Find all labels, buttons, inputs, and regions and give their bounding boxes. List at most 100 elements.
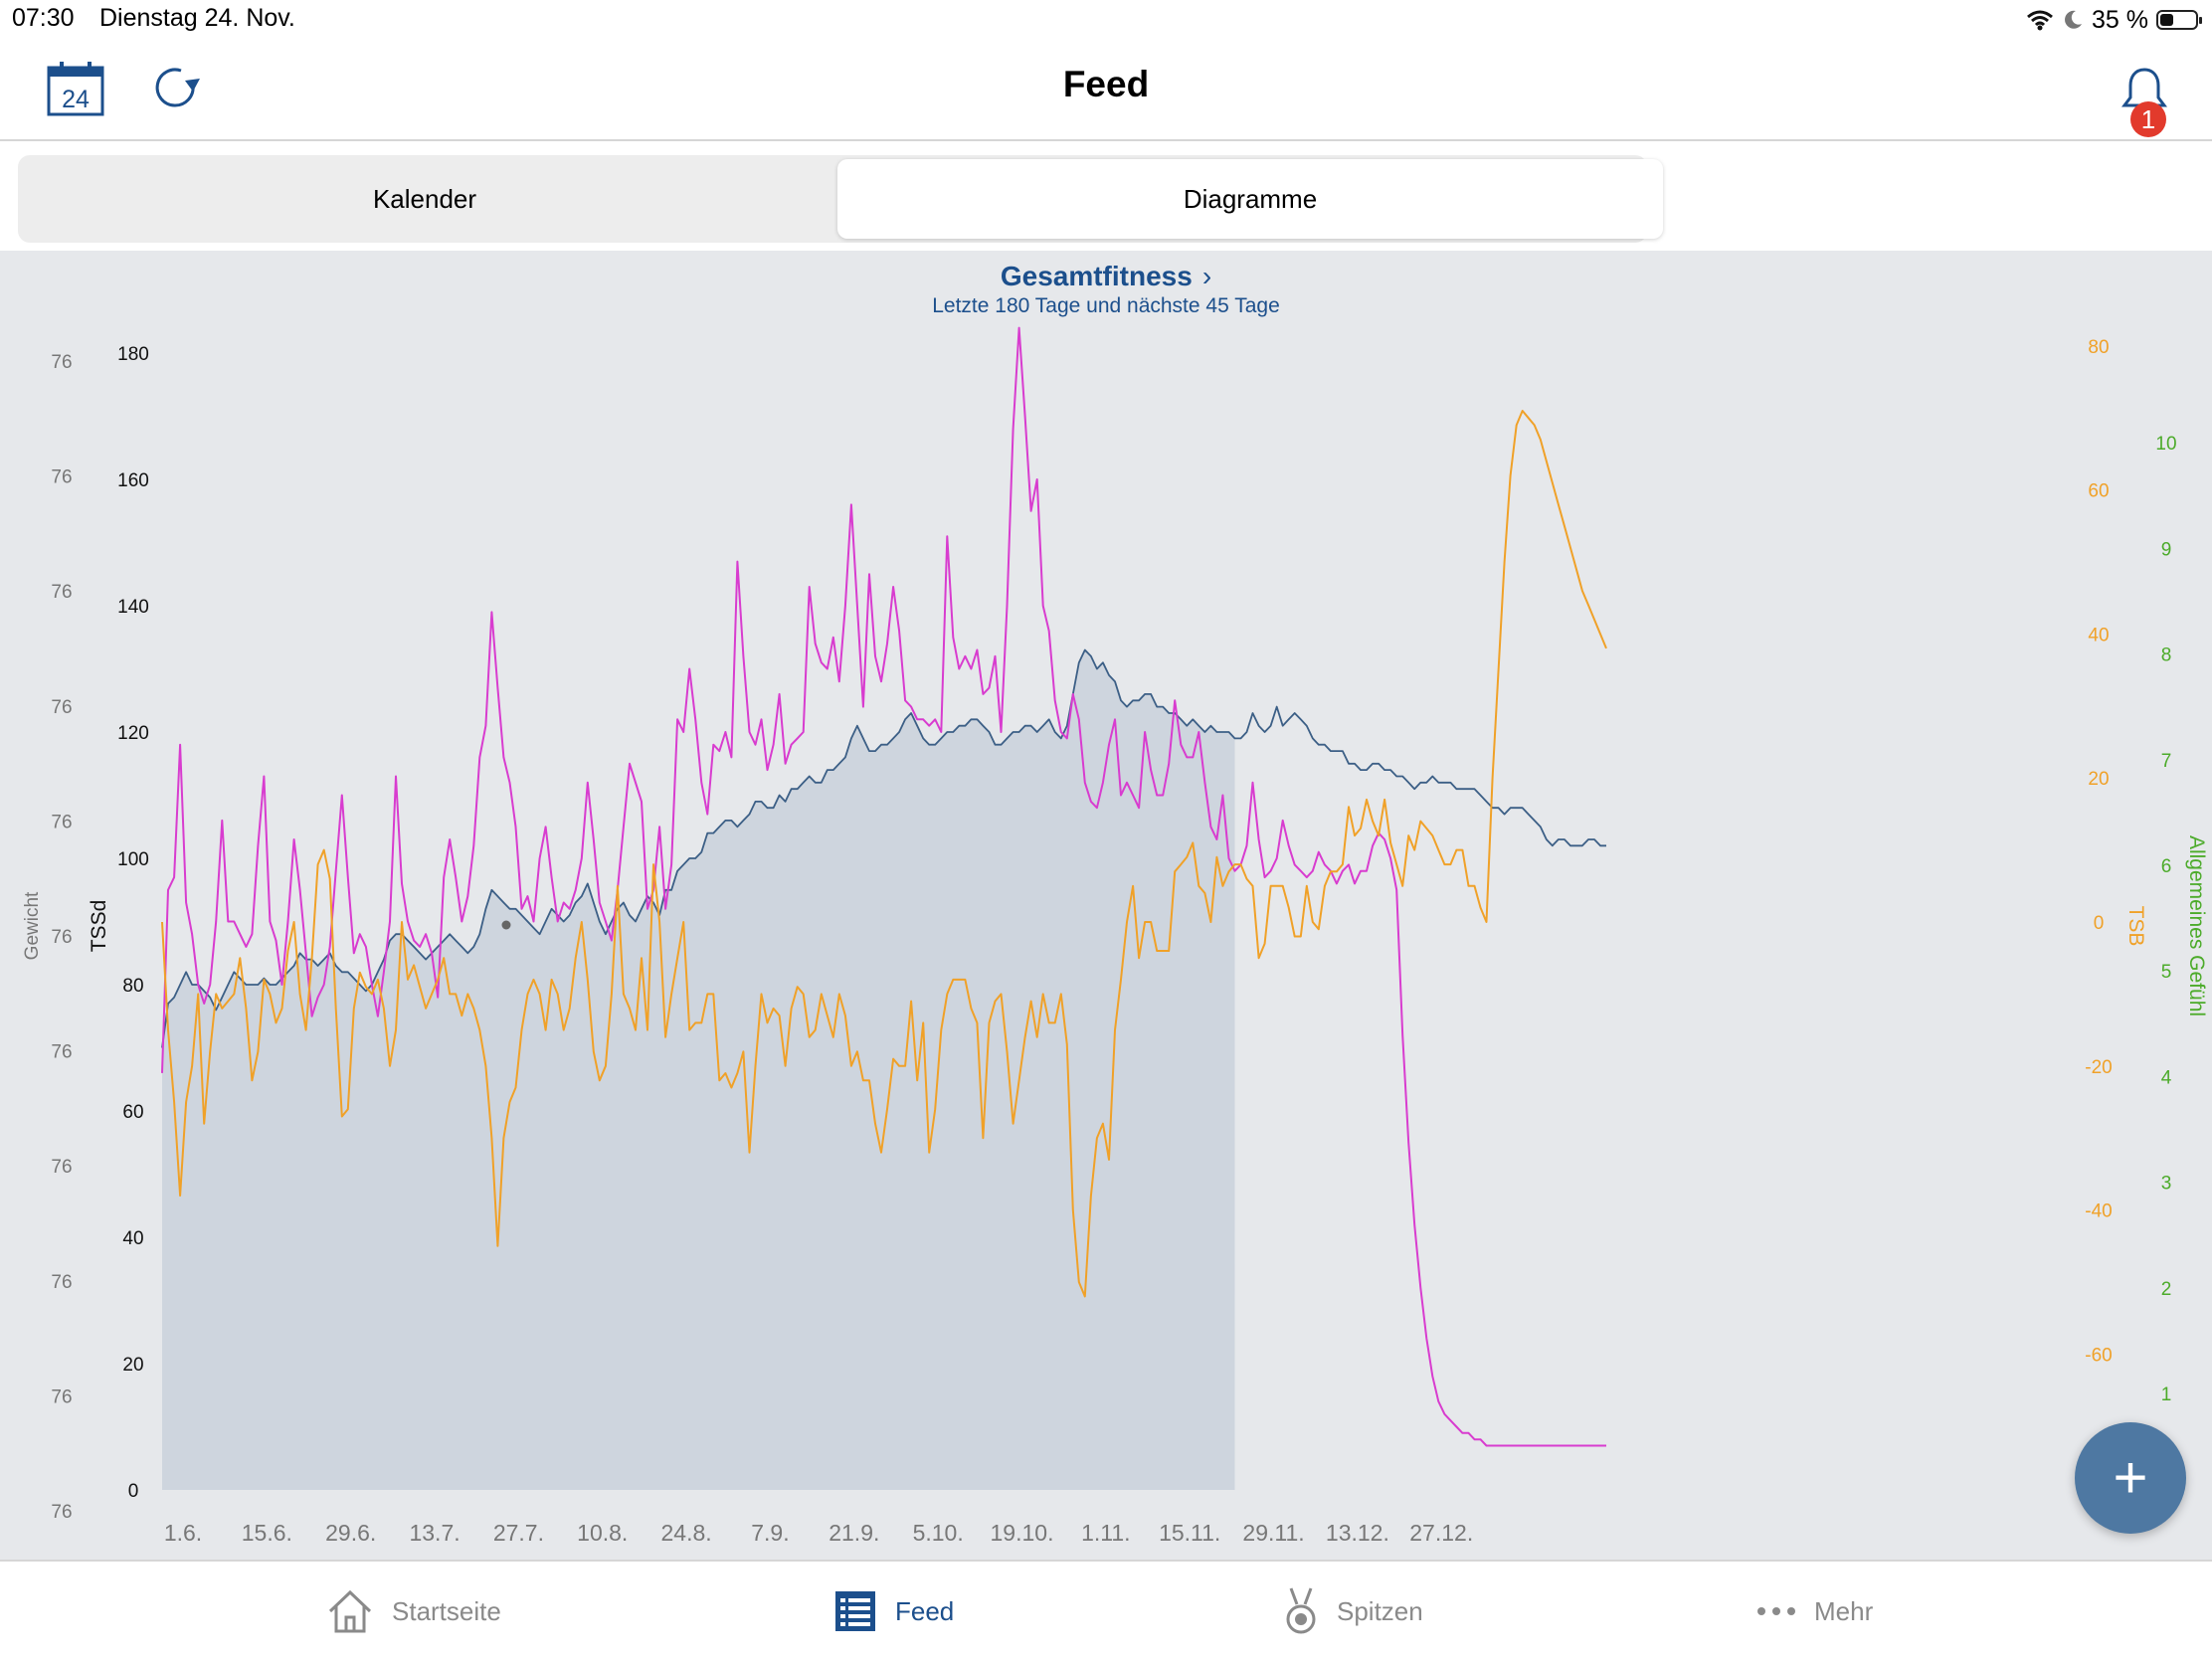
x-tick-label: 29.6. (325, 1520, 376, 1546)
feeling-tick-label: 2 (2161, 1279, 2172, 1300)
weight-tick-label: 76 (51, 1502, 72, 1523)
weight-tick-label: 76 (51, 582, 72, 603)
add-button[interactable]: + (2075, 1422, 2186, 1534)
view-segment-control: Kalender Diagramme (18, 155, 1663, 243)
notification-badge: 1 (2130, 101, 2166, 137)
tss-tick-label: 80 (122, 976, 143, 997)
battery-level (2160, 14, 2173, 26)
weight-tick-label: 76 (51, 1272, 72, 1293)
x-tick-label: 27.7. (493, 1520, 544, 1546)
tss-tick-label: 20 (122, 1355, 143, 1376)
tsb-tick-label: 0 (2094, 913, 2105, 934)
home-icon (328, 1589, 372, 1633)
feeling-tick-label: 3 (2161, 1174, 2172, 1195)
feeling-tick-label: 10 (2155, 434, 2176, 455)
tsb-tick-label: -60 (2085, 1345, 2112, 1366)
x-tick-label: 1.6. (164, 1520, 202, 1546)
feeling-tick-label: 4 (2161, 1067, 2172, 1088)
x-tick-label: 7.9. (751, 1520, 789, 1546)
weight-axis-label: Gewicht (22, 891, 43, 960)
tss-tick-label: 60 (122, 1102, 143, 1123)
tss-tick-label: 140 (117, 597, 149, 618)
calendar-day: 24 (62, 86, 90, 113)
calendar-icon[interactable]: 24 (46, 60, 105, 117)
plus-icon: + (2113, 1444, 2148, 1511)
weight-tick-label: 76 (51, 812, 72, 832)
x-tick-label: 19.10. (991, 1520, 1054, 1546)
chart-subtitle: Letzte 180 Tage und nächste 45 Tage (932, 294, 1280, 317)
status-time: 07:30 (12, 4, 75, 32)
weight-tick-label: 76 (51, 697, 72, 718)
feeling-tick-label: 8 (2161, 646, 2172, 666)
tab-label-mehr: Mehr (1814, 1595, 1874, 1626)
weight-tick-label: 76 (51, 1157, 72, 1178)
tss-tick-label: 100 (117, 849, 149, 870)
list-icon (835, 1591, 875, 1631)
feeling-axis-label: Allgemeines Gefühl (2185, 835, 2208, 1016)
x-tick-label: 13.7. (409, 1520, 460, 1546)
weight-tick-label: 76 (51, 1042, 72, 1063)
feeling-tick-label: 5 (2161, 962, 2172, 983)
tss-tick-label: 0 (128, 1481, 139, 1502)
status-bar: 07:30 Dienstag 24. Nov. 35 % (0, 0, 2212, 40)
fitness-area (162, 649, 1235, 1490)
status-date: Dienstag 24. Nov. (99, 4, 295, 32)
tab-bar: Startseite Feed Spitzen Mehr (0, 1560, 2212, 1661)
tsb-tick-label: -40 (2085, 1201, 2112, 1222)
chart-title: Gesamtfitness (1000, 261, 1193, 291)
x-tick-label: 10.8. (577, 1520, 628, 1546)
feeling-tick-label: 9 (2161, 539, 2172, 560)
tsb-tick-label: 60 (2088, 481, 2109, 502)
weight-tick-label: 76 (51, 352, 72, 373)
feeling-tick-label: 7 (2161, 751, 2172, 772)
tab-mehr[interactable]: Mehr (1756, 1562, 1873, 1661)
form-line (161, 410, 1607, 1298)
tss-tick-label: 180 (117, 344, 149, 365)
x-tick-label: 24.8. (661, 1520, 712, 1546)
tsb-tick-label: 20 (2088, 769, 2109, 790)
segment-kalender[interactable]: Kalender (372, 184, 477, 214)
tsb-tick-label: 80 (2088, 337, 2109, 358)
more-icon (1757, 1607, 1795, 1615)
battery-percent: 35 % (2092, 5, 2148, 34)
segment-diagramme[interactable]: Diagramme (837, 159, 1663, 239)
chart-title-link[interactable]: Gesamtfitness › (0, 261, 2212, 292)
tab-label-feed: Feed (895, 1595, 955, 1626)
tss-tick-label: 40 (122, 1228, 143, 1249)
x-tick-label: 15.6. (242, 1520, 292, 1546)
feeling-tick-label: 6 (2161, 856, 2172, 877)
x-tick-label: 5.10. (913, 1520, 964, 1546)
status-indicators: 35 % (2026, 4, 2202, 36)
page-title: Feed (1062, 64, 1150, 104)
chevron-right-icon: › (1201, 261, 1212, 291)
tss-axis-label: TSSd (88, 900, 110, 953)
fatigue-line (161, 326, 1606, 1447)
tss-tick-label: 120 (117, 723, 149, 744)
feeling-tick-label: 1 (2161, 1384, 2172, 1405)
tab-startseite[interactable]: Startseite (326, 1562, 501, 1661)
weight-tick-label: 76 (51, 467, 72, 488)
refresh-icon[interactable] (147, 62, 207, 117)
tsb-tick-label: 40 (2088, 625, 2109, 646)
nav-bar: 24 Feed 1 (0, 40, 2212, 141)
x-tick-label: 27.12. (1409, 1520, 1473, 1546)
battery-icon (2156, 10, 2202, 30)
tab-label-spitzen: Spitzen (1337, 1595, 1423, 1626)
x-tick-label: 29.11. (1242, 1520, 1304, 1546)
x-tick-label: 21.9. (829, 1520, 879, 1546)
current-day-marker (501, 920, 511, 930)
tss-tick-label: 160 (117, 470, 149, 491)
tab-spitzen[interactable]: Spitzen (1283, 1562, 1423, 1661)
wifi-icon (2027, 10, 2053, 31)
x-tick-label: 15.11. (1159, 1520, 1220, 1546)
moon-icon (2065, 10, 2083, 29)
tsb-axis-label: TSB (2124, 906, 2147, 947)
tsb-tick-label: -20 (2085, 1057, 2112, 1078)
x-tick-label: 1.11. (1081, 1520, 1130, 1546)
x-tick-label: 13.12. (1326, 1520, 1389, 1546)
weight-tick-label: 76 (51, 927, 72, 948)
weight-tick-label: 76 (51, 1386, 72, 1407)
tab-feed[interactable]: Feed (833, 1562, 954, 1661)
medal-icon (1286, 1587, 1316, 1634)
fitness-chart: Gewicht7676767676767676767676TSSd0204060… (22, 326, 2208, 1546)
